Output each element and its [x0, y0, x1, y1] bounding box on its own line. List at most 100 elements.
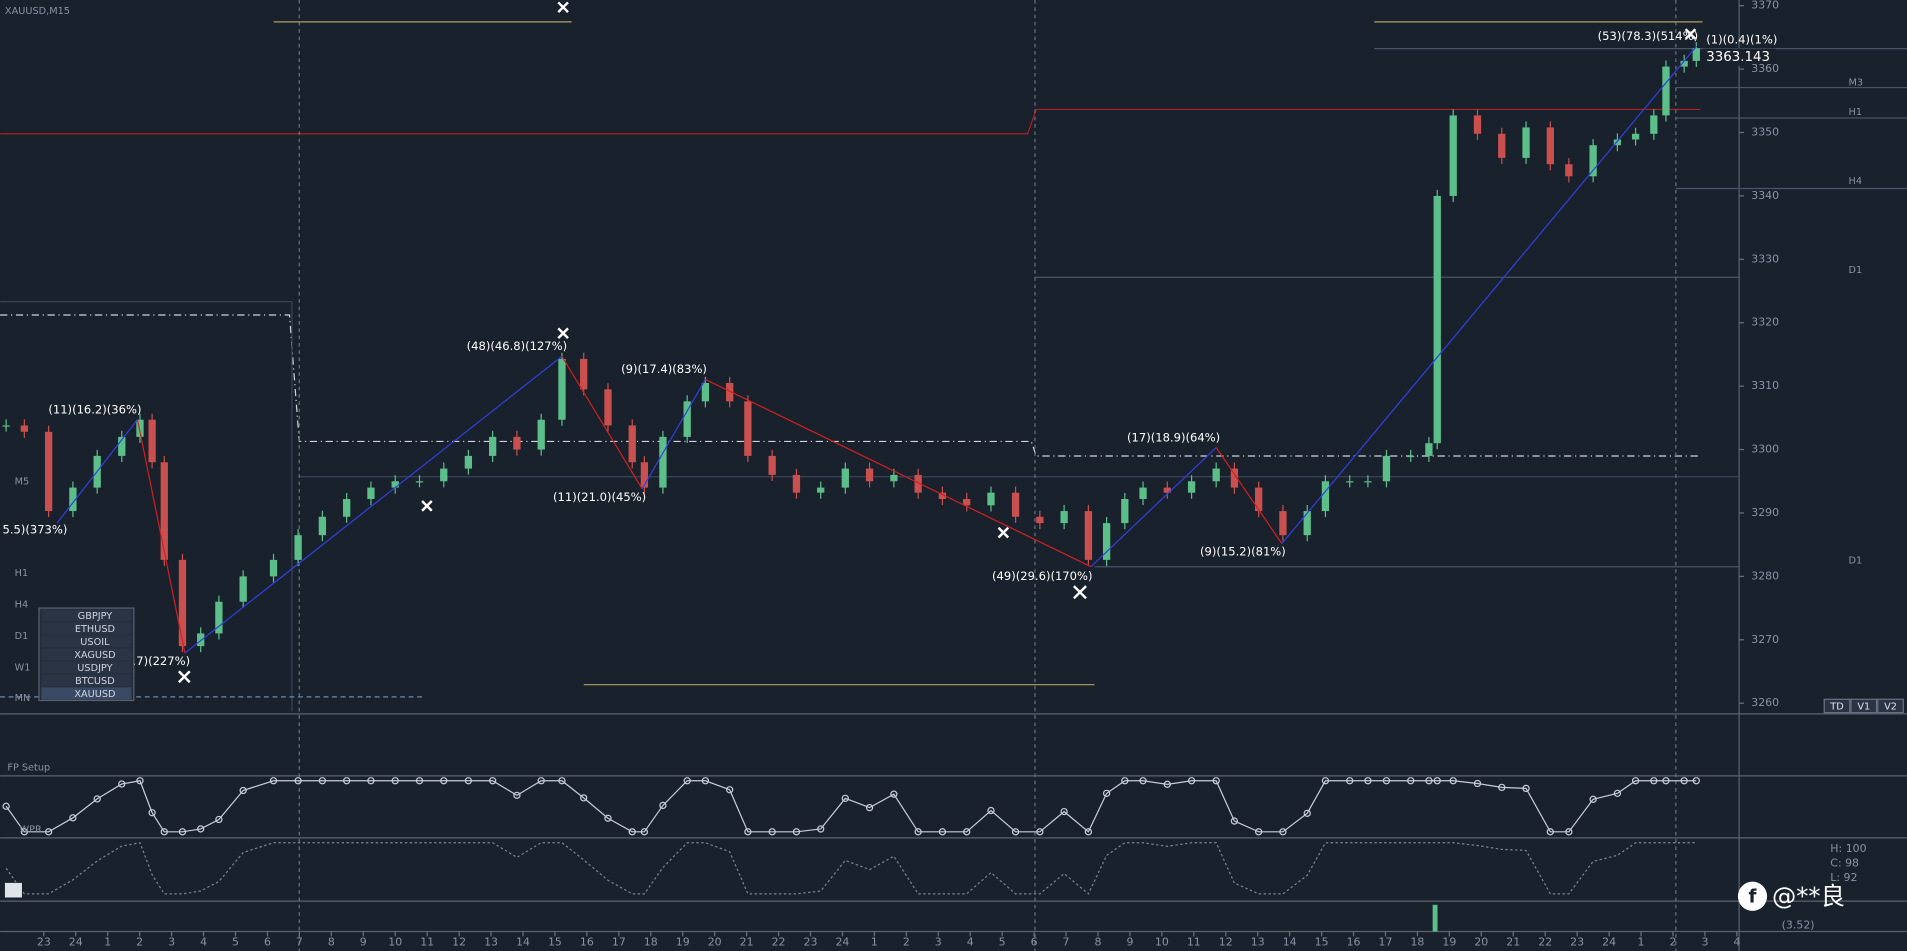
- x-tick-label: 22: [772, 935, 786, 948]
- candle: [160, 462, 168, 560]
- x-tick-label: 13: [1251, 935, 1265, 948]
- volume-label: (3.52): [1782, 918, 1815, 931]
- wpr-dot: [1449, 777, 1457, 785]
- candle: [1011, 492, 1020, 517]
- right-level: H4: [1849, 176, 1863, 187]
- x-tick-label: 4: [967, 935, 974, 948]
- x-tick-label: 3: [1701, 935, 1708, 948]
- symbol[interactable]: XAGUSD: [74, 650, 115, 661]
- button-label[interactable]: V1: [1857, 702, 1870, 713]
- y-tick-label: 3370: [1751, 0, 1779, 12]
- candle: [367, 487, 375, 500]
- candle: [1473, 115, 1482, 134]
- button[interactable]: [1877, 698, 1904, 714]
- candle: [1139, 487, 1147, 500]
- symbol[interactable]: XAUUSD: [74, 689, 115, 700]
- candle: [391, 481, 399, 488]
- symbol-list[interactable]: GBPJPY ETHUSD USOIL XAGUSD USDJPY BTCUSD XAUUS…: [38, 607, 135, 702]
- button-label[interactable]: TD: [1829, 702, 1843, 713]
- symbol-row[interactable]: [41, 622, 132, 635]
- wpr-dot: [701, 777, 710, 785]
- candle: [1692, 48, 1700, 61]
- candle: [1498, 133, 1506, 158]
- y-tick-label: 3270: [1751, 633, 1779, 646]
- wpr-dot: [513, 791, 521, 799]
- button-label[interactable]: V2: [1884, 702, 1897, 713]
- candle: [1407, 455, 1415, 458]
- x-tick-label: 8: [1095, 935, 1102, 948]
- wpr-dot: [1060, 807, 1068, 816]
- wpr-dot: [537, 777, 545, 785]
- annotation: (1)(0.4)(1%): [1706, 33, 1777, 47]
- symbol[interactable]: USOIL: [80, 637, 110, 648]
- x-tick-label: 12: [1219, 935, 1233, 948]
- stat: H: 100: [1830, 842, 1866, 855]
- wpr-dot: [726, 786, 734, 794]
- wpr-dot: [464, 777, 473, 785]
- symbol-row[interactable]: [41, 609, 132, 622]
- wpr-dot: [1613, 789, 1622, 797]
- wpr-dot: [488, 777, 497, 785]
- x-tick-label: 15: [548, 935, 562, 948]
- annotation: (49)(29.6)(170%): [992, 569, 1092, 583]
- wpr-dot: [683, 777, 691, 785]
- symbol[interactable]: BTCUSD: [75, 676, 115, 687]
- candle: [415, 481, 424, 483]
- annotation: (9)(17.4)(83%): [621, 362, 707, 376]
- wpr-dot: [197, 825, 205, 833]
- annotation: (53)(78.3)(514%): [1598, 29, 1698, 43]
- symbol-row[interactable]: [41, 661, 132, 674]
- wpr-dot: [1692, 777, 1700, 785]
- candle: [1060, 511, 1068, 524]
- wpr-dot: [1187, 777, 1196, 785]
- symbol[interactable]: GBPJPY: [78, 611, 113, 622]
- symbol-row[interactable]: [41, 687, 132, 700]
- symbol[interactable]: USDJPY: [77, 663, 112, 674]
- candle: [1036, 516, 1044, 524]
- svg-text:f: f: [1749, 886, 1758, 907]
- candle: [580, 358, 588, 390]
- x-tick-label: 21: [740, 935, 754, 948]
- symbol[interactable]: ETHUSD: [75, 624, 115, 635]
- stat: C: 98: [1830, 856, 1859, 869]
- zigzag: [56, 45, 1698, 654]
- wpr-dot: [1321, 777, 1330, 785]
- candle: [1680, 60, 1688, 67]
- wpr-dot: [841, 794, 849, 803]
- symbol-row[interactable]: [41, 648, 132, 661]
- wpr-dot: [1364, 777, 1372, 785]
- candle: [1255, 487, 1263, 512]
- wpr-dot: [148, 809, 156, 817]
- right-level: D1: [1849, 556, 1863, 567]
- wpr-dot: [659, 801, 667, 810]
- annotation: (9)(15.2)(81%): [1200, 545, 1286, 559]
- wpr-dot: [2, 802, 10, 810]
- button[interactable]: [1823, 698, 1851, 714]
- candle: [136, 419, 144, 437]
- symbol-row[interactable]: [41, 674, 132, 687]
- candle: [1589, 145, 1597, 177]
- x-tick-label: 9: [360, 935, 367, 948]
- price-tag: [1702, 48, 1776, 66]
- x-tick-label: 7: [296, 935, 303, 948]
- right-level: M3: [1849, 78, 1864, 89]
- symbol-row[interactable]: [41, 635, 132, 648]
- y-tick-label: 3320: [1751, 316, 1779, 329]
- candle: [69, 487, 77, 512]
- candle: [726, 382, 734, 402]
- wpr-dot: [640, 828, 649, 836]
- candle: [1650, 115, 1658, 134]
- candle: [865, 468, 874, 482]
- wpr-dot: [178, 828, 187, 836]
- x-tick-label: 14: [516, 935, 530, 948]
- x-tick-label: 23: [804, 935, 818, 948]
- left-level: D1: [15, 631, 29, 642]
- candle: [513, 436, 521, 450]
- wpr-dot: [294, 777, 302, 785]
- button[interactable]: [1850, 698, 1878, 714]
- panel-label: WPR: [20, 824, 42, 835]
- candle: [841, 468, 849, 488]
